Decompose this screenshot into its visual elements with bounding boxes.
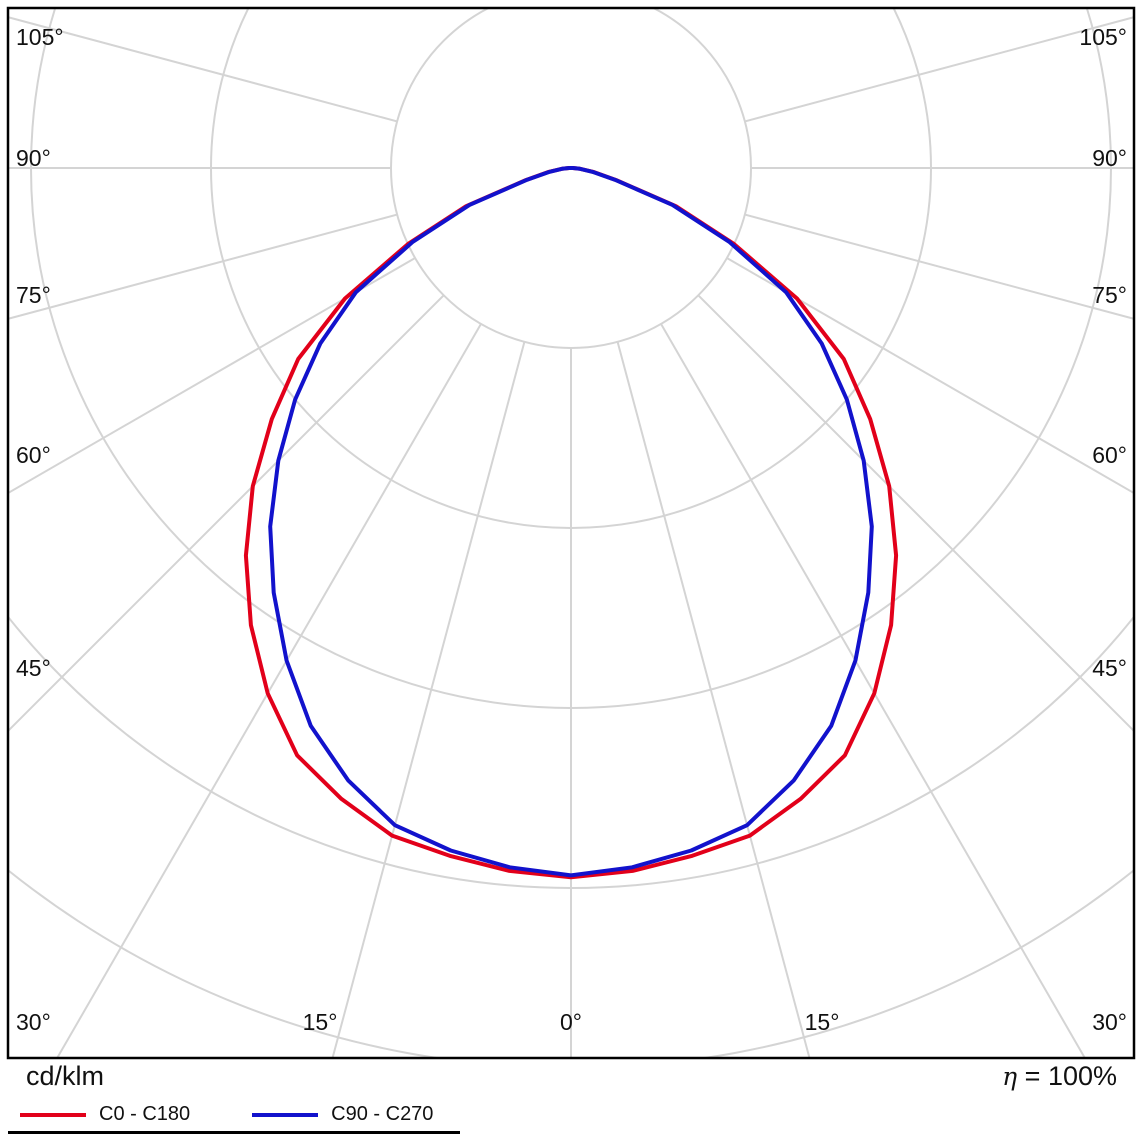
angle-label: 75° (1092, 282, 1127, 308)
grid-radial-line (331, 341, 526, 1057)
grid-radial-line (697, 294, 1133, 732)
grid-radial-line (744, 16, 1133, 123)
angle-label: 30° (16, 1009, 51, 1035)
angle-label: 45° (16, 655, 51, 681)
legend-item-c0-c180: C0 - C180 (20, 1103, 190, 1126)
angle-label: 30° (1092, 1009, 1127, 1035)
efficiency-label: η = 100% (1002, 1062, 1117, 1091)
angle-label: 60° (1092, 442, 1127, 468)
legend-line-red (20, 1112, 86, 1117)
grid-radial-line (616, 341, 811, 1057)
legend: C0 - C180 C90 - C270 (20, 1103, 433, 1126)
grid-radial-line (9, 16, 398, 123)
legend-label-c0-c180: C0 - C180 (99, 1103, 191, 1125)
legend-underline (8, 1131, 460, 1134)
curve-c90-c270 (268, 166, 874, 878)
angle-label: 90° (1092, 145, 1127, 171)
grid-radial-line (660, 323, 1086, 1057)
grid-radial-line (9, 294, 445, 732)
plot-border (6, 6, 1136, 1060)
angle-label: 90° (16, 145, 51, 171)
eta-separator: = (1017, 1061, 1048, 1091)
legend-label-c90-c270: C90 - C270 (331, 1103, 434, 1125)
legend-line-blue (252, 1112, 319, 1117)
angle-label: 45° (1092, 655, 1127, 681)
angle-label: 0° (560, 1009, 582, 1035)
unit-label: cd/klm (26, 1061, 105, 1091)
eta-value: 100% (1047, 1061, 1117, 1091)
angle-label: 15° (805, 1009, 840, 1035)
legend-item-c90-c270: C90 - C270 (252, 1103, 433, 1126)
angle-label: 105° (1079, 24, 1127, 50)
eta-symbol: η (1002, 1062, 1018, 1091)
grid-radial-line (726, 257, 1133, 494)
grid-radial-line (56, 323, 482, 1057)
grid-radial-line (9, 213, 398, 320)
angle-label: 60° (16, 442, 51, 468)
angle-label: 15° (303, 1009, 338, 1035)
angle-label: 75° (16, 282, 51, 308)
grid-radial-line (9, 257, 416, 494)
grid-ring (390, 9, 752, 349)
grid-radial-line (744, 213, 1133, 320)
angle-label: 105° (16, 24, 64, 50)
